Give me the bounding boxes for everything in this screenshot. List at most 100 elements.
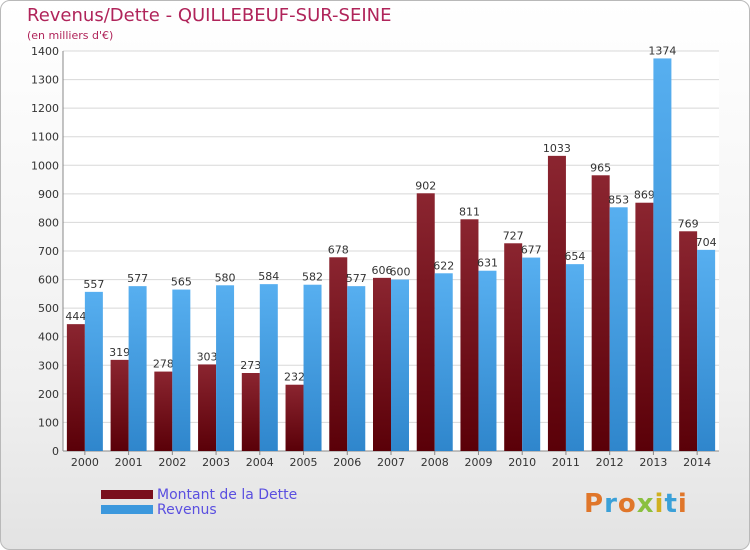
bar-dette [198,364,217,451]
data-label: 727 [503,229,524,242]
bar-revenus [259,284,278,451]
logo-letter: o [617,489,637,519]
data-label: 677 [521,244,542,257]
proxiti-logo: Proxiti [584,489,688,519]
bar-revenus [697,249,716,451]
bar-dette [285,384,304,451]
chart-subtitle: (en milliers d'€) [27,29,114,42]
x-tick-label: 2013 [639,456,667,469]
x-tick-label: 2009 [464,456,492,469]
x-tick-label: 2001 [115,456,143,469]
data-label: 1033 [543,142,571,155]
y-tick-label: 600 [38,274,59,287]
data-label: 600 [390,266,411,279]
logo-letter: P [584,489,605,519]
logo-letter: x [636,489,655,519]
bar-revenus [391,279,409,451]
bar-dette [154,371,173,451]
data-label: 577 [346,272,367,285]
legend-label-revenus: Revenus [157,501,217,518]
data-label: 580 [215,271,236,284]
bar-dette [373,277,391,451]
data-label: 631 [477,257,498,270]
x-tick-label: 2007 [377,456,405,469]
bar-revenus [84,291,103,451]
legend-item-revenus: Revenus [101,501,297,518]
bar-revenus [522,257,541,451]
legend-label-dette: Montant de la Dette [157,486,298,503]
x-tick-label: 2004 [246,456,274,469]
bar-revenus [609,207,628,451]
bar-revenus [434,273,453,451]
x-tick-label: 2012 [596,456,624,469]
y-tick-label: 900 [38,188,59,201]
legend-swatch-revenus [101,505,153,514]
logo-letter: i [677,489,688,519]
logo-letter: t [664,489,678,519]
bar-dette [679,231,698,451]
x-tick-label: 2014 [683,456,711,469]
legend-item-dette: Montant de la Dette [101,486,298,503]
legend-swatch-dette [101,490,153,499]
y-tick-label: 1000 [31,159,59,172]
bar-dette [635,202,654,451]
bar-revenus [172,289,191,451]
data-label: 853 [608,193,629,206]
bar-revenus [303,284,322,451]
data-label: 869 [634,189,655,202]
data-label: 319 [109,346,130,359]
data-label: 278 [153,358,174,371]
bar-revenus [216,285,235,451]
x-tick-label: 2010 [508,456,536,469]
bar-dette [504,243,523,451]
data-label: 606 [372,264,393,277]
y-tick-label: 100 [38,416,59,429]
y-tick-label: 1200 [31,102,59,115]
data-label: 902 [415,179,436,192]
data-label: 303 [197,350,218,363]
bar-dette [547,155,566,451]
data-label: 577 [127,272,148,285]
x-tick-label: 2000 [71,456,99,469]
bar-dette [110,359,129,451]
x-tick-label: 2005 [290,456,318,469]
y-tick-label: 200 [38,388,59,401]
data-label: 965 [590,161,611,174]
x-tick-label: 2011 [552,456,580,469]
y-tick-label: 300 [38,359,59,372]
bar-revenus [478,270,497,451]
data-label: 704 [696,236,717,249]
y-tick-label: 1400 [31,45,59,58]
bar-dette [460,219,479,451]
data-label: 654 [564,250,585,263]
data-label: 1374 [648,44,676,57]
bar-dette [66,324,85,451]
y-tick-label: 1100 [31,131,59,144]
bar-revenus [128,286,147,451]
y-tick-label: 0 [52,445,59,458]
data-label: 232 [284,371,305,384]
bar-dette [591,175,610,452]
x-tick-label: 2008 [421,456,449,469]
bar-dette [416,193,435,452]
data-label: 811 [459,205,480,218]
y-tick-label: 800 [38,216,59,229]
data-label: 444 [65,310,86,323]
bar-revenus [653,58,672,452]
logo-letter: r [604,489,618,519]
bar-dette [241,373,260,451]
data-label: 678 [328,243,349,256]
data-label: 565 [171,276,192,289]
bar-revenus [347,286,366,451]
legend: Montant de la Dette Revenus [101,486,298,518]
y-tick-label: 1300 [31,74,59,87]
x-tick-label: 2003 [202,456,230,469]
bar-dette [329,257,348,451]
y-tick-label: 400 [38,331,59,344]
logo-letter: i [654,489,665,519]
bar-revenus [565,264,584,451]
data-label: 557 [83,278,104,291]
data-label: 622 [433,259,454,272]
